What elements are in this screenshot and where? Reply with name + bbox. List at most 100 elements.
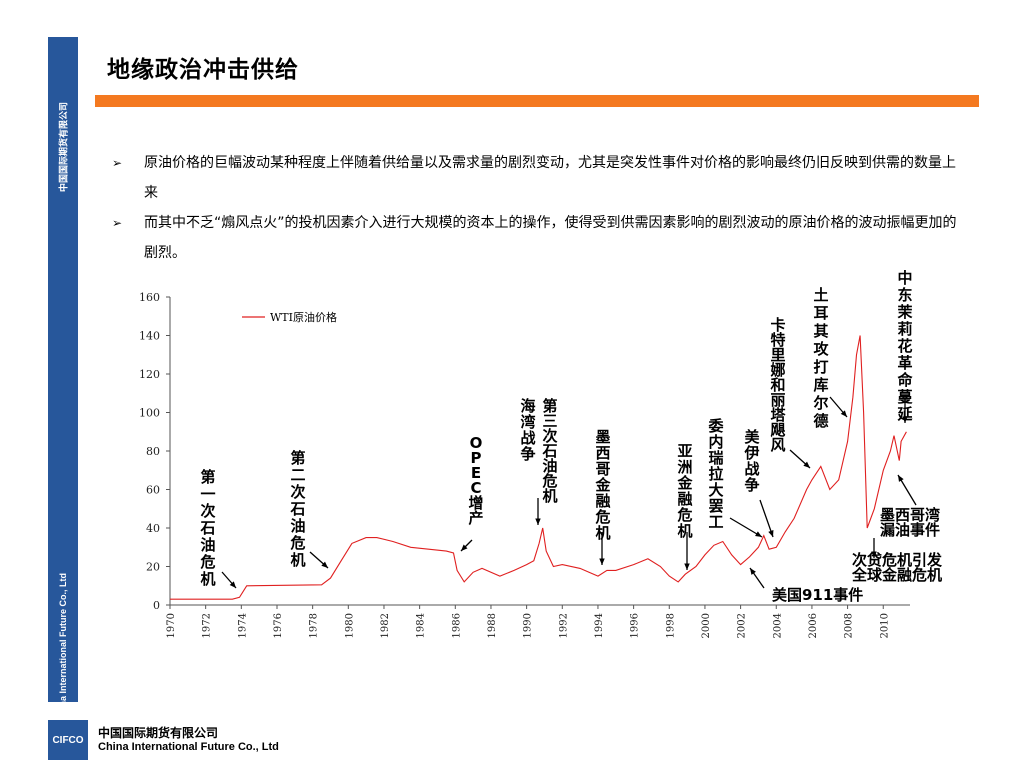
x-tick-label: 2000 bbox=[701, 613, 712, 638]
x-tick-label: 1970 bbox=[166, 613, 177, 638]
annotation-char: 油 bbox=[290, 517, 305, 535]
x-tick-label: 1998 bbox=[665, 613, 676, 638]
bullet-item: ➢ 原油价格的巨幅波动某种程度上伴随着供给量以及需求量的剧烈变动，尤其是突发性事… bbox=[108, 148, 963, 208]
annotation-char: 次 bbox=[290, 483, 305, 501]
annotation-char: 花 bbox=[897, 337, 912, 355]
annotation-char: 危 bbox=[290, 534, 305, 552]
annotation-char: 产 bbox=[468, 509, 483, 527]
annotation-arrowhead bbox=[684, 563, 690, 570]
x-tick-label: 2010 bbox=[879, 613, 890, 638]
bullet-text: 而其中不乏“煽风点火”的投机因素介入进行大规模的资本上的操作，使得受到供需因素影… bbox=[144, 215, 957, 261]
annotation-arrowhead bbox=[898, 475, 904, 482]
annotation-char: 墨 bbox=[595, 428, 610, 446]
annotation-char: 莉 bbox=[897, 320, 912, 338]
footer-company-cn: 中国国际期货有限公司 bbox=[98, 726, 219, 740]
annotation-char: 危 bbox=[595, 508, 610, 526]
annotation-char: 融 bbox=[595, 492, 610, 510]
legend-label: WTI原油价格 bbox=[270, 310, 337, 324]
annotation-char: 机 bbox=[677, 522, 692, 540]
annotation-arrowhead bbox=[599, 558, 605, 565]
annotation-char: 风 bbox=[770, 436, 785, 454]
annotation-arrowhead bbox=[755, 531, 762, 537]
bullet-arrow-icon: ➢ bbox=[112, 216, 123, 230]
annotation-char: 第 bbox=[290, 449, 305, 467]
y-tick-label: 80 bbox=[146, 445, 160, 458]
annotation-char: 库 bbox=[813, 376, 828, 394]
bullet-item: ➢ 而其中不乏“煽风点火”的投机因素介入进行大规模的资本上的操作，使得受到供需因… bbox=[108, 208, 963, 268]
annotation-char: 金 bbox=[676, 474, 693, 492]
y-tick-label: 120 bbox=[139, 368, 160, 381]
annotation-char: 争 bbox=[520, 445, 535, 463]
x-tick-label: 1976 bbox=[273, 613, 284, 638]
annotation-char: 机 bbox=[290, 551, 305, 569]
slide-title: 地缘政治冲击供给 bbox=[107, 57, 299, 83]
annotation-char: O bbox=[470, 434, 483, 452]
annotation-arrowhead bbox=[535, 518, 541, 525]
annotation-char: 耳 bbox=[813, 304, 828, 322]
y-tick-label: 140 bbox=[139, 330, 160, 343]
annotation-arrowhead bbox=[750, 568, 756, 575]
annotation-char: 机 bbox=[200, 570, 215, 588]
x-tick-label: 1996 bbox=[630, 613, 641, 638]
annotation-char: 战 bbox=[520, 429, 535, 447]
annotation-char: 石 bbox=[289, 500, 305, 518]
annotation-char: 茉 bbox=[897, 303, 912, 321]
annotation-arrowhead bbox=[321, 561, 328, 568]
annotation-char: 油 bbox=[542, 457, 557, 475]
annotation-label: 漏油事件 bbox=[880, 521, 940, 539]
annotation-char: 油 bbox=[200, 536, 215, 554]
annotation-char: 第 bbox=[542, 397, 557, 415]
x-tick-label: 1980 bbox=[344, 613, 355, 638]
annotation-char: 伊 bbox=[743, 444, 759, 462]
annotation-char: 瑞 bbox=[708, 449, 723, 467]
annotation-char: 危 bbox=[200, 553, 215, 571]
annotation-label: 墨西哥湾 bbox=[880, 506, 940, 524]
annotation-char: 融 bbox=[677, 490, 692, 508]
wti-price-chart: 0 20 40 60 80 100 120 140 160 1970 1972 1974 1976 197… bbox=[139, 270, 943, 638]
annotation-char: 哥 bbox=[595, 460, 610, 478]
x-tick-label: 2008 bbox=[844, 613, 855, 638]
y-tick-label: 60 bbox=[146, 484, 160, 497]
x-tick-label: 1994 bbox=[594, 613, 605, 638]
y-tick-label: 160 bbox=[139, 291, 160, 304]
annotation-char: 塔 bbox=[770, 406, 786, 424]
cifco-logo: CIFCO bbox=[48, 720, 88, 760]
annotation-char: 美 bbox=[744, 428, 760, 446]
annotation-arrowhead bbox=[803, 461, 810, 468]
annotation-char: 危 bbox=[677, 506, 692, 524]
chart-legend: WTI原油价格 bbox=[242, 310, 337, 324]
annotation-arrowhead bbox=[871, 551, 877, 558]
annotation-char: 亚 bbox=[677, 442, 692, 460]
x-tick-label: 1990 bbox=[523, 613, 534, 638]
annotation-char: 委 bbox=[708, 417, 723, 435]
annotation-char: 增 bbox=[468, 494, 483, 512]
chart-series bbox=[170, 335, 907, 600]
annotation-char: 一 bbox=[200, 485, 215, 503]
annotation-char: 机 bbox=[595, 524, 610, 542]
annotation-char: 里 bbox=[770, 346, 785, 364]
annotation-char: 海 bbox=[520, 397, 535, 415]
y-tick-label: 100 bbox=[139, 407, 160, 420]
title-underline-bar bbox=[95, 95, 979, 107]
annotation-char: 石 bbox=[199, 519, 215, 537]
annotation-arrow bbox=[759, 499, 774, 538]
annotation-label: 美国911事件 bbox=[772, 586, 863, 604]
x-tick-label: 2006 bbox=[808, 613, 819, 638]
annotation-arrowhead bbox=[461, 544, 468, 551]
footer-company-en: China International Future Co., Ltd bbox=[98, 741, 279, 753]
annotation-char: C bbox=[470, 479, 481, 497]
annotation-char: 拉 bbox=[708, 465, 723, 483]
y-tick-label: 0 bbox=[153, 599, 160, 612]
annotation-char: 战 bbox=[744, 460, 759, 478]
y-tick-label: 40 bbox=[146, 522, 160, 535]
annotation-char: 罢 bbox=[708, 497, 723, 515]
annotation-char: 二 bbox=[290, 466, 305, 484]
annotation-char: 和 bbox=[770, 376, 785, 394]
